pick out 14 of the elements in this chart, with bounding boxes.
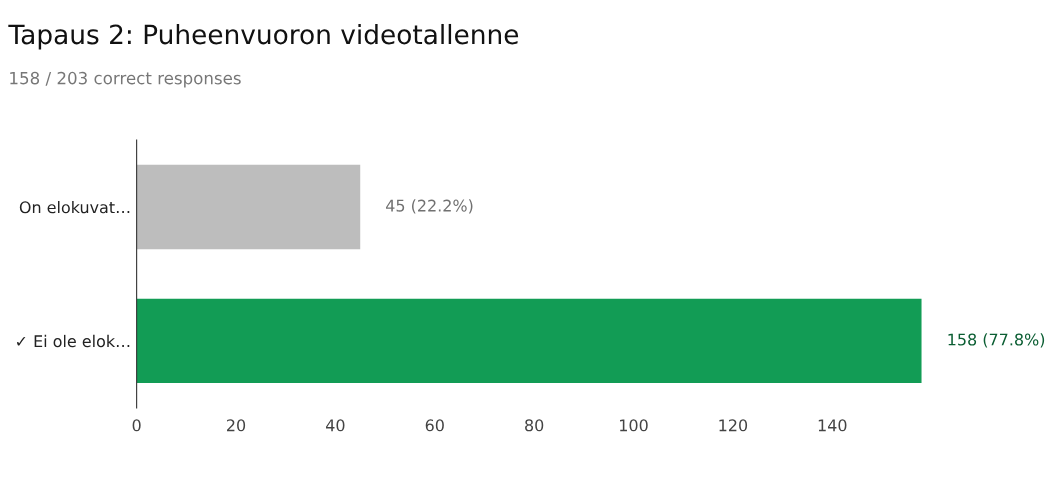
x-tick-label: 140 <box>818 419 847 432</box>
y-tick-label: ✓ Ei ole elok… <box>17 334 130 348</box>
x-tick-label: 120 <box>719 419 748 432</box>
x-tick-label: 100 <box>620 419 648 432</box>
y-tick-label: On elokuvat… <box>19 200 130 214</box>
x-tick-label: 20 <box>227 419 246 432</box>
x-tick-label: 40 <box>326 419 345 432</box>
x-tick-label: 60 <box>425 419 444 432</box>
chart-title: Tapaus 2: Puheenvuoron videotallenne <box>8 23 519 50</box>
x-tick-label: 0 <box>132 419 141 432</box>
x-tick-label: 80 <box>525 419 544 432</box>
chart-subtitle: 158 / 203 correct responses <box>10 71 241 88</box>
data-label: 158 (77.8%) <box>948 333 1045 348</box>
data-label: 45 (22.2%) <box>386 199 473 214</box>
